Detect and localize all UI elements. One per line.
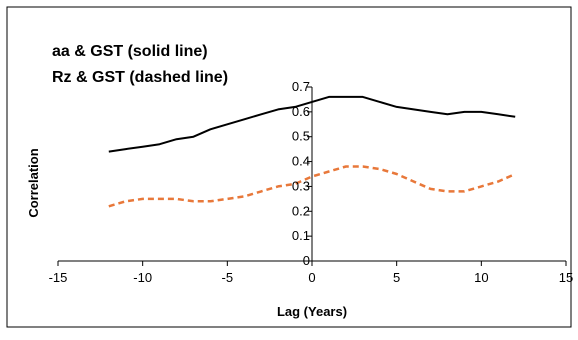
y-tick-label: 0.2 <box>292 203 310 218</box>
y-tick-label: 0.5 <box>292 129 310 144</box>
y-tick-label: 0 <box>303 253 310 268</box>
y-tick-label: 0.1 <box>292 228 310 243</box>
legend-title-dashed: Rz & GST (dashed line) <box>52 69 228 86</box>
y-tick-label: 0.6 <box>292 104 310 119</box>
y-tick-label: 0.3 <box>292 178 310 193</box>
x-tick-label: -5 <box>222 270 234 285</box>
x-tick-label: 0 <box>308 270 315 285</box>
y-tick-label: 0.7 <box>292 79 310 94</box>
y-tick-label: 0.4 <box>292 154 310 169</box>
x-tick-label: -15 <box>49 270 68 285</box>
legend-title-solid: aa & GST (solid line) <box>52 43 208 60</box>
x-tick-label: 15 <box>559 270 573 285</box>
x-tick-label: -10 <box>133 270 152 285</box>
chart-border <box>6 6 572 328</box>
x-tick-label: 10 <box>474 270 488 285</box>
series-line-solid <box>108 95 516 153</box>
x-axis-title: Lag (Years) <box>277 304 347 319</box>
x-tick-label: 5 <box>393 270 400 285</box>
y-axis-title: Correlation <box>26 148 41 217</box>
